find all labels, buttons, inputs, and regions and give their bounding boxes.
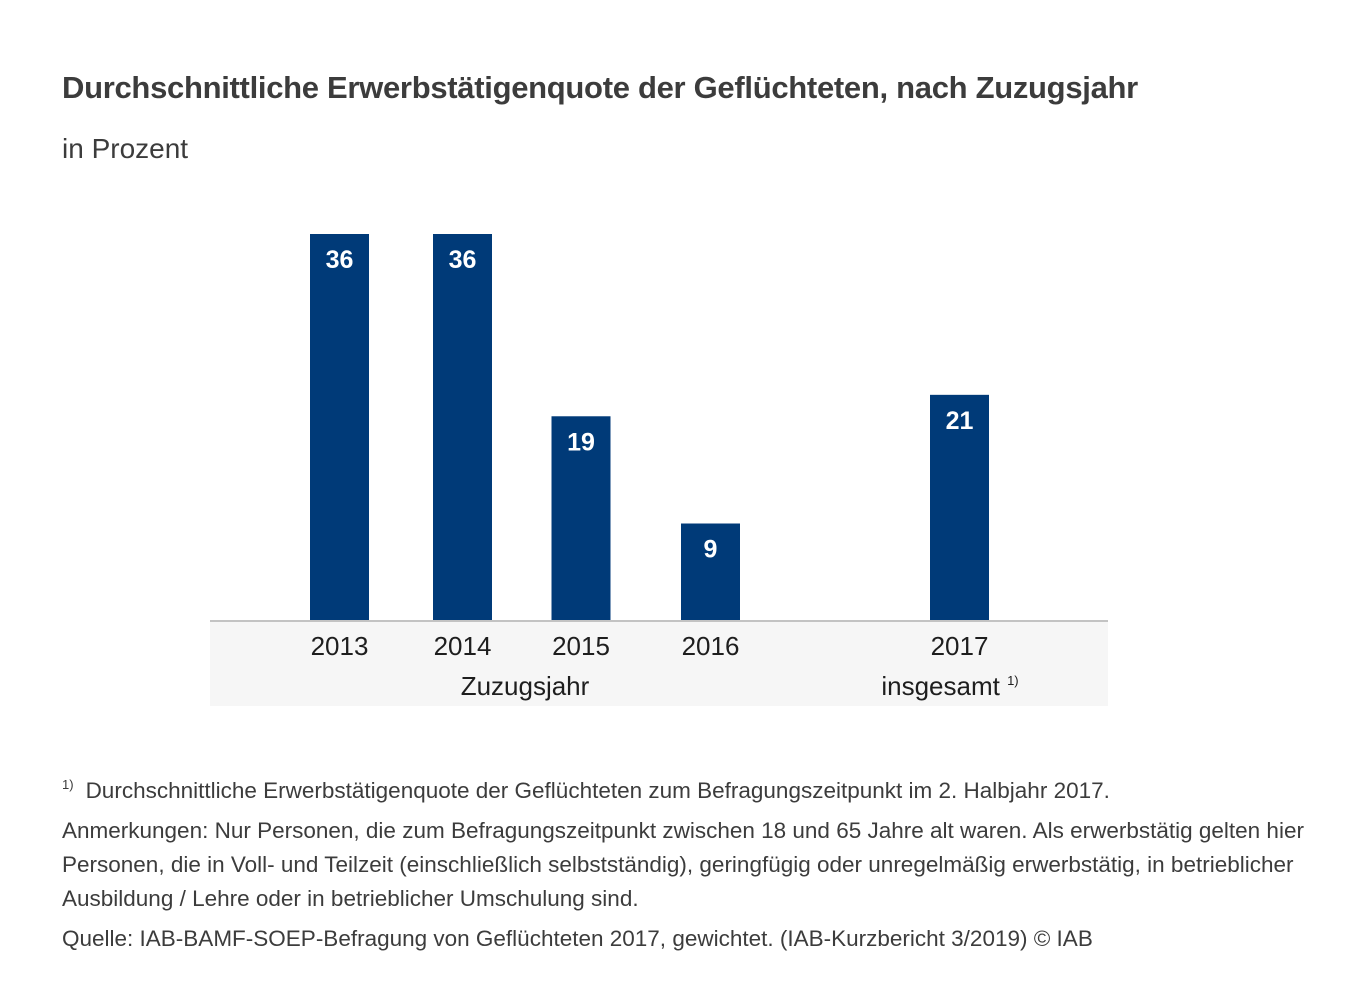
bar-2014	[433, 234, 492, 620]
remarks-text: Anmerkungen: Nur Personen, die zum Befra…	[62, 818, 1304, 911]
group-label-insgesamt: insgesamt 1)	[881, 671, 1018, 701]
bar-2013	[310, 234, 369, 620]
footnote-marker: 1)	[62, 777, 74, 792]
group-footnote-marker: 1)	[1007, 673, 1019, 688]
x-axis-line	[210, 620, 1108, 622]
group-label-zuzugsjahr: Zuzugsjahr	[461, 671, 590, 701]
source-text: Quelle: IAB-BAMF-SOEP-Befragung von Gefl…	[62, 926, 1093, 951]
x-tick-2014: 2014	[434, 631, 492, 661]
data-label-2016: 9	[704, 536, 718, 564]
x-tick-2017: 2017	[931, 631, 989, 661]
footnotes: 1) Durchschnittliche Erwerbstätigenquote …	[62, 768, 1312, 962]
data-label-2017: 21	[946, 407, 974, 435]
bar-2016	[681, 523, 740, 620]
x-tick-2015: 2015	[552, 631, 610, 661]
footnote-1-text: Durchschnittliche Erwerbstätigenquote de…	[85, 778, 1110, 803]
bar-2015	[551, 416, 611, 620]
data-label-2015: 19	[567, 428, 595, 456]
footnote-1: 1) Durchschnittliche Erwerbstätigenquote …	[62, 768, 1312, 808]
x-tick-2013: 2013	[311, 631, 369, 661]
data-label-2014: 36	[449, 246, 477, 274]
chart-title: Durchschnittliche Erwerbstätigenquote de…	[62, 70, 1138, 105]
x-axis-band	[210, 621, 1108, 706]
x-tick-2016: 2016	[682, 631, 740, 661]
chart-subtitle: in Prozent	[62, 133, 189, 164]
data-label-2013: 36	[326, 246, 354, 274]
bar-2017	[930, 394, 989, 620]
